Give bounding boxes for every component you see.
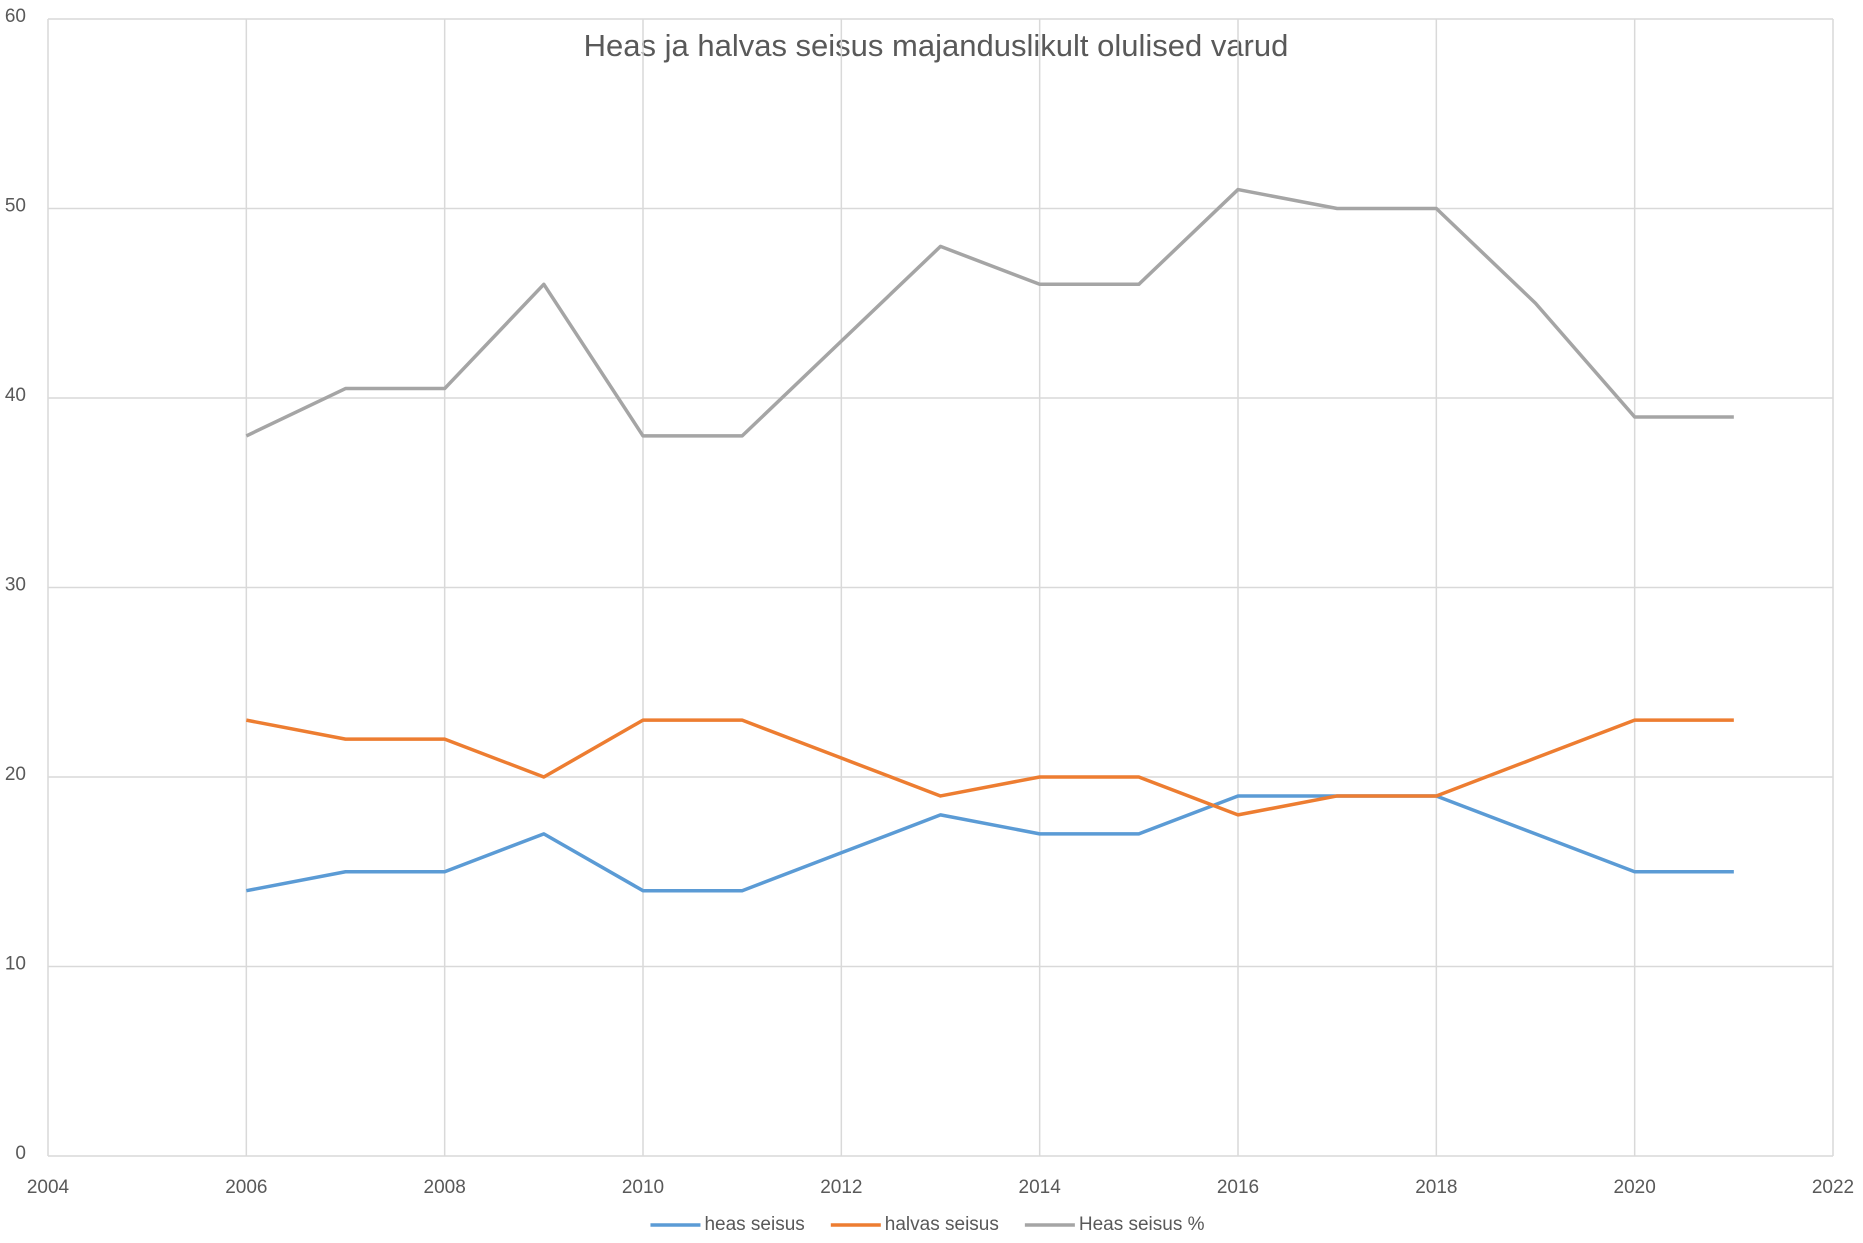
x-tick-label: 2014 bbox=[1019, 1177, 1062, 1198]
legend-label: heas seisus bbox=[704, 1214, 804, 1235]
y-tick-label: 30 bbox=[5, 575, 26, 596]
y-tick-label: 10 bbox=[5, 954, 26, 975]
x-tick-label: 2016 bbox=[1217, 1177, 1259, 1198]
y-tick-label: 20 bbox=[5, 764, 26, 785]
y-tick-label: 60 bbox=[5, 6, 26, 27]
series-line bbox=[246, 718, 1734, 817]
y-tick-label: 50 bbox=[5, 196, 26, 217]
x-tick-label: 2018 bbox=[1415, 1177, 1457, 1198]
x-tick-label: 2006 bbox=[225, 1177, 267, 1198]
y-tick-label: 40 bbox=[5, 385, 26, 406]
chart-title: Heas ja halvas seisus majanduslikult olu… bbox=[584, 28, 1289, 63]
x-tick-label: 2010 bbox=[622, 1177, 664, 1198]
x-tick-label: 2012 bbox=[820, 1177, 862, 1198]
y-tick-label: 0 bbox=[15, 1143, 26, 1164]
legend-label: Heas seisus % bbox=[1079, 1214, 1205, 1235]
series-line bbox=[245, 187, 1734, 438]
series-line bbox=[246, 794, 1734, 893]
x-tick-label: 2020 bbox=[1614, 1177, 1656, 1198]
x-tick-label: 2008 bbox=[424, 1177, 466, 1198]
x-tick-label: 2022 bbox=[1812, 1177, 1854, 1198]
legend-label: halvas seisus bbox=[885, 1214, 999, 1235]
x-tick-label: 2004 bbox=[27, 1177, 70, 1198]
